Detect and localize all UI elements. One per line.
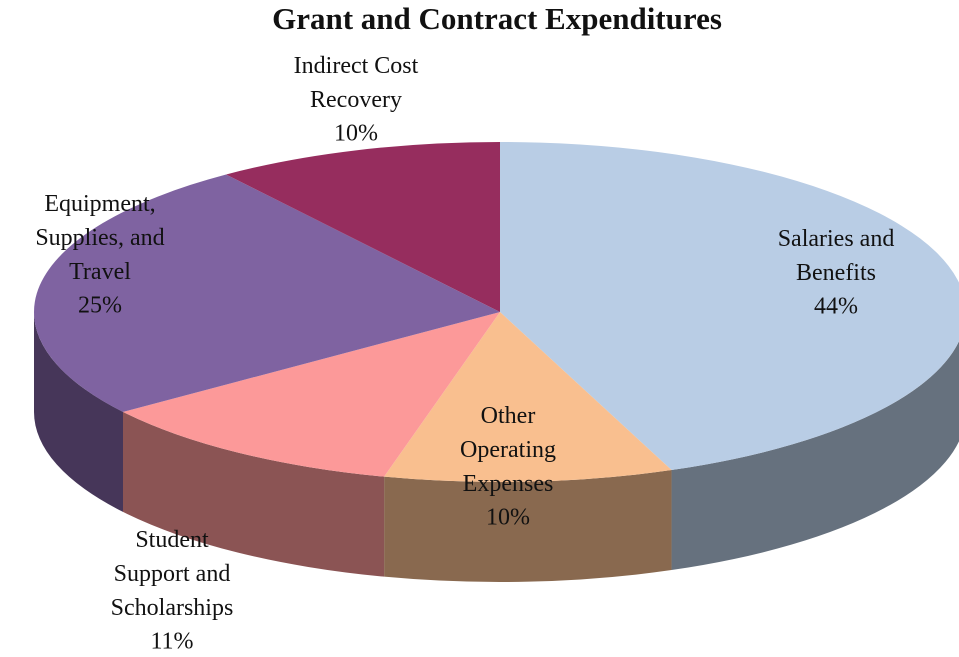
slice-label: Other Operating Expenses	[460, 403, 556, 497]
pie-slice	[33, 174, 500, 412]
slice-side	[122, 411, 385, 577]
pie-slice	[384, 312, 672, 482]
chart-title: Grant and Contract Expenditures	[272, 1, 722, 36]
slice-label: Student Support and Scholarships	[111, 527, 234, 621]
slice-label: Indirect Cost Recovery	[294, 53, 419, 113]
slice-label: Equipment, Supplies, and Travel	[35, 191, 164, 285]
pie-sides	[34, 312, 959, 582]
slice-value-label: 11%	[150, 629, 193, 655]
labels: Salaries and Benefits 44% Other Operating Exp…	[35, 53, 894, 655]
pie-slice	[122, 312, 500, 477]
slice-side	[384, 470, 672, 582]
slice-label: Salaries and Benefits	[778, 226, 895, 286]
slice-value-label: 10%	[486, 505, 530, 531]
slice-value-label: 25%	[78, 293, 122, 319]
pie-slice	[500, 142, 959, 471]
pie-slice	[226, 142, 500, 312]
slice-value-label: 10%	[334, 121, 378, 147]
slice-value-label: 44%	[814, 294, 858, 320]
pie-tops	[33, 142, 959, 482]
slice-side	[671, 341, 959, 571]
slice-side	[34, 312, 123, 512]
